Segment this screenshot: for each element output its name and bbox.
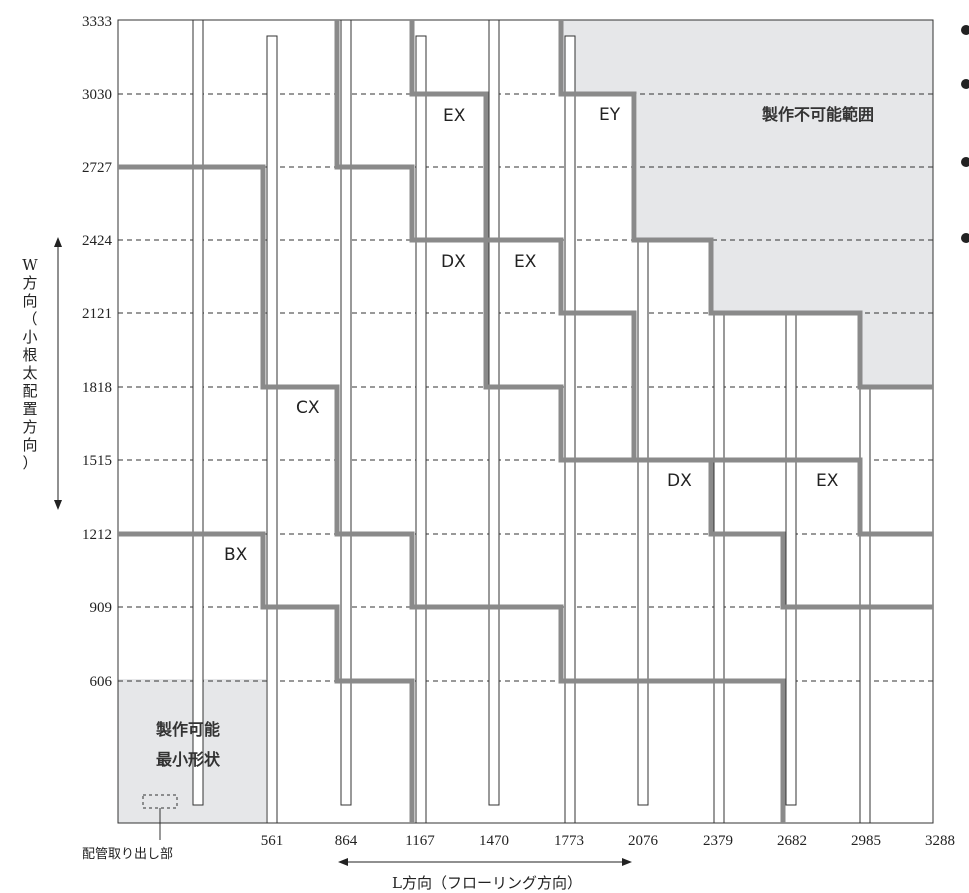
boundary-bx	[118, 531, 415, 823]
y-tick-3333: 3333	[82, 14, 112, 30]
x-arrowhead-left	[338, 858, 348, 866]
pipe-outlet-label: 配管取り出し部	[82, 847, 173, 862]
x-tick-1167: 1167	[405, 833, 435, 849]
zone-label-bx: BX	[224, 545, 248, 565]
y-axis-label-char: 太	[22, 364, 37, 382]
zone-labels: BX CX DX DX EX EX EX EY	[224, 105, 839, 565]
x-tick-labels: 561 864 1167 1470 1773 2076 2379 2682 29…	[261, 833, 955, 849]
y-tick-2727: 2727	[82, 160, 113, 176]
chart-frame	[117, 19, 934, 824]
zone-label-ey: EY	[599, 105, 621, 125]
y-axis-label-char: 根	[22, 346, 37, 364]
impossible-region-label: 製作不可能範囲	[761, 105, 874, 124]
boundary-ey	[558, 20, 933, 390]
bullet-icon	[961, 157, 969, 167]
x-tick-864: 864	[335, 833, 358, 849]
y-tick-labels: 3333 3030 2727 2424 2121 1818 1515 1212 …	[82, 14, 113, 690]
x-tick-2076: 2076	[628, 833, 659, 849]
zone-label-ex-3: EX	[816, 471, 839, 491]
y-axis-label: W 方 向 （ 小 根 太 配 置 方 向 ）	[22, 256, 38, 472]
bullet-icon	[961, 25, 969, 35]
boundary-ex	[409, 20, 933, 537]
min-shape-label-line2: 最小形状	[156, 750, 221, 769]
bullet-icon	[961, 233, 969, 243]
y-axis-label-char: W	[22, 256, 38, 274]
x-tick-1773: 1773	[554, 833, 584, 849]
x-arrowhead-right	[622, 858, 632, 866]
x-tick-3288: 3288	[925, 833, 955, 849]
zone-boundaries	[118, 20, 933, 823]
y-tick-909: 909	[90, 600, 113, 616]
y-axis-label-char: 置	[22, 400, 37, 418]
y-axis-label-char: ）	[22, 454, 37, 472]
bullet-markers	[961, 25, 969, 243]
y-tick-1515: 1515	[82, 453, 112, 469]
zone-label-ex-1: EX	[443, 106, 466, 126]
x-tick-2379: 2379	[703, 833, 733, 849]
y-tick-2121: 2121	[82, 306, 112, 322]
y-axis-label-char: 方	[22, 418, 37, 436]
zone-label-ex-2: EX	[514, 252, 537, 272]
impossible-region	[561, 20, 933, 387]
y-tick-606: 606	[90, 674, 113, 690]
y-axis-label-char: 向	[22, 292, 37, 310]
y-axis-label-char: （	[22, 310, 37, 328]
y-axis-label-char: 向	[22, 436, 37, 454]
x-axis-label: L方向（フローリング方向）	[392, 874, 582, 892]
x-tick-2682: 2682	[777, 833, 807, 849]
y-tick-1212: 1212	[82, 527, 112, 543]
y-axis-label-char: 方	[22, 274, 37, 292]
min-shape-label-line1: 製作可能	[155, 720, 220, 739]
bullet-icon	[961, 79, 969, 89]
boundary-dx	[334, 20, 933, 610]
boundary-cx	[118, 164, 786, 823]
y-axis-label-char: 配	[22, 382, 37, 400]
zone-label-dx-2: DX	[667, 471, 692, 491]
y-axis-label-char: 小	[22, 328, 37, 346]
x-tick-2985: 2985	[851, 833, 881, 849]
y-arrowhead-bottom	[54, 500, 62, 510]
y-tick-2424: 2424	[82, 233, 113, 249]
zone-label-dx-1: DX	[441, 252, 466, 272]
x-tick-561: 561	[261, 833, 284, 849]
zone-label-cx: CX	[296, 398, 320, 418]
x-tick-1470: 1470	[479, 833, 509, 849]
y-tick-3030: 3030	[82, 87, 112, 103]
y-tick-1818: 1818	[82, 380, 112, 396]
y-arrowhead-top	[54, 237, 62, 247]
